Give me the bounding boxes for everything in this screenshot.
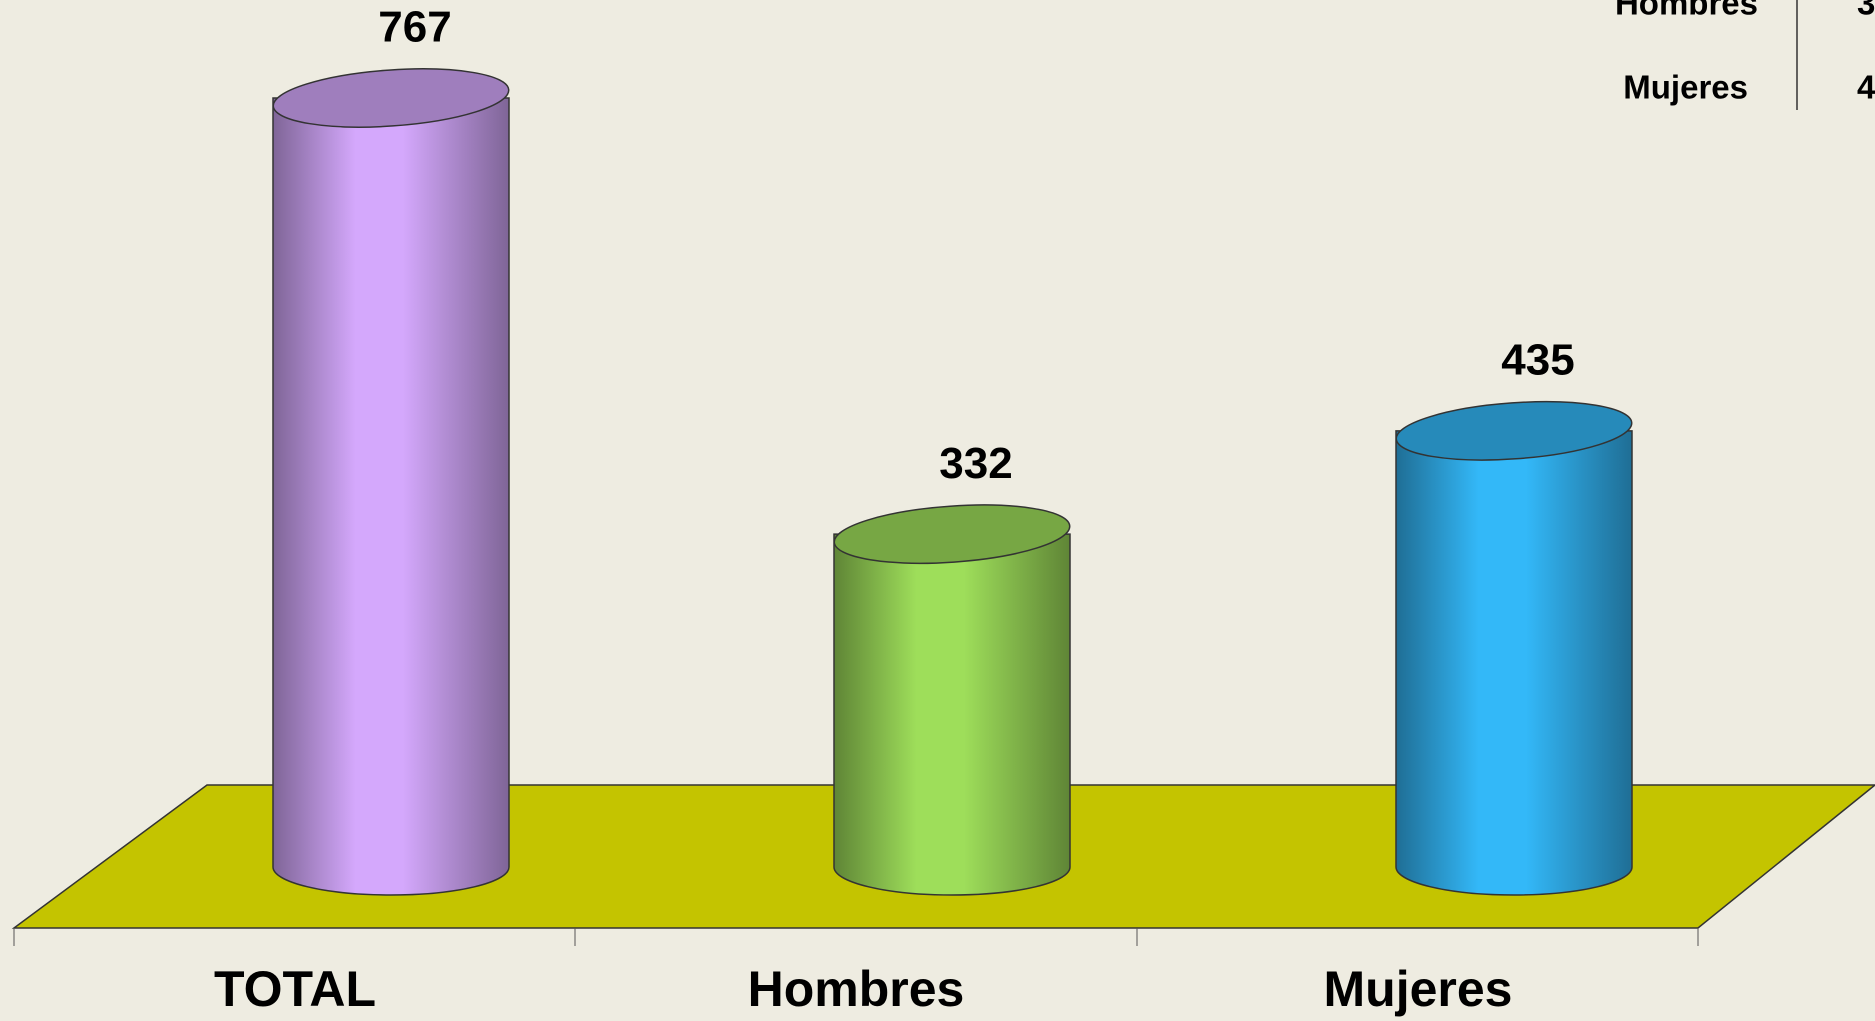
x-tick-label: Mujeres [1324,961,1513,1017]
cylinder [1395,400,1633,896]
cylinder-top [833,504,1071,565]
cylinder-body [272,97,510,896]
table-label: Hombres [1615,0,1758,22]
cylinder-body [1395,430,1633,896]
cylinder-top [1395,400,1633,461]
x-tick-label: TOTAL [214,961,376,1017]
table-value: 435 [1857,69,1875,106]
table-label: Mujeres [1623,69,1748,106]
value-label: 767 [378,3,451,52]
cylinder [833,504,1071,896]
value-label: 435 [1501,335,1574,384]
cylinder-top [272,68,510,128]
x-tick-label: Hombres [748,961,965,1017]
cylinder [272,68,510,896]
cylinder-body [833,533,1071,896]
value-label: 332 [939,439,1012,488]
table-value: 332 [1857,0,1875,22]
